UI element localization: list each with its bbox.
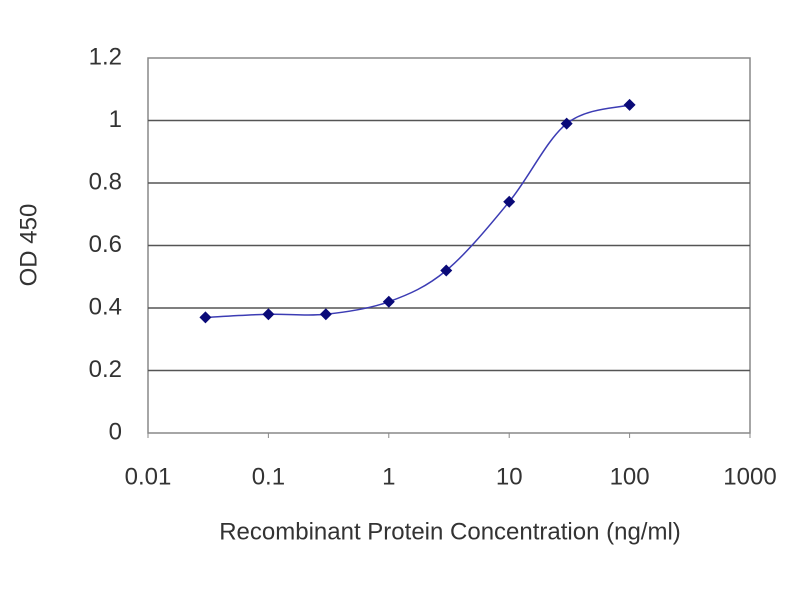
y-tick-label: 0.8: [89, 168, 122, 195]
y-tick-label: 0.4: [89, 293, 122, 320]
x-tick-label: 0.01: [125, 463, 172, 490]
y-tick-label: 0.6: [89, 231, 122, 258]
x-tick-label: 1000: [723, 463, 776, 490]
y-tick-label: 1: [109, 106, 122, 133]
marker: [503, 195, 516, 208]
marker: [560, 117, 573, 130]
y-tick-label: 1.2: [89, 43, 122, 70]
x-axis-label: Recombinant Protein Concentration (ng/ml…: [219, 518, 681, 545]
marker: [319, 308, 332, 321]
x-tick-label: 10: [496, 463, 523, 490]
y-tick-label: 0.2: [89, 356, 122, 383]
y-tick-label: 0: [109, 418, 122, 445]
y-axis-label: OD 450: [15, 204, 42, 287]
x-tick-label: 100: [610, 463, 650, 490]
x-tick-label: 1: [382, 463, 395, 490]
marker: [382, 295, 395, 308]
marker: [440, 264, 453, 277]
x-tick-label: 0.1: [252, 463, 285, 490]
line: [205, 104, 630, 319]
marker: [199, 311, 212, 324]
marker: [262, 308, 275, 321]
marker: [623, 98, 636, 111]
